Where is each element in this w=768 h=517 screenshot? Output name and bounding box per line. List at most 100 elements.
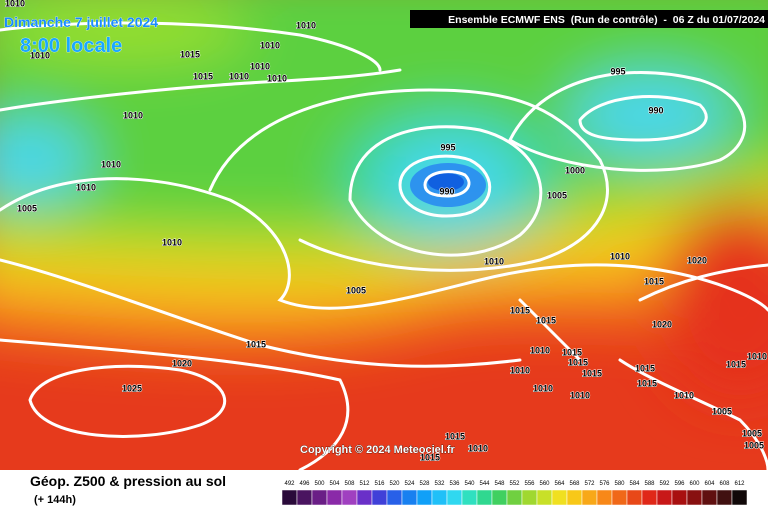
scale-label: 584	[629, 481, 640, 487]
isobar-label: 1010	[530, 345, 550, 355]
scale-swatch	[326, 489, 343, 506]
scale-swatch	[581, 489, 598, 506]
isobar-label: 1015	[536, 315, 556, 325]
scale-swatch	[656, 489, 673, 506]
isobar-label: 1015	[180, 49, 200, 59]
isobar-label: 1005	[742, 428, 762, 438]
scale-swatch	[341, 489, 358, 506]
isobar-label: 1010	[533, 383, 553, 393]
scale-label: 572	[584, 481, 595, 487]
scale-swatch	[566, 489, 583, 506]
isobar-label: 1005	[346, 285, 366, 295]
isobar-label: 995	[440, 142, 455, 152]
isobar-label: 1015	[445, 431, 465, 441]
scale-label: 520	[389, 481, 400, 487]
copyright: Copyright © 2024 Meteociel.fr	[300, 444, 456, 456]
scale-swatch	[701, 489, 718, 506]
scale-label: 592	[659, 481, 670, 487]
isobar-label: 1025	[122, 383, 142, 393]
isobar-label: 990	[439, 186, 454, 196]
scale-swatch	[296, 489, 313, 506]
scale-label: 580	[614, 481, 625, 487]
isobar-label: 1020	[652, 319, 672, 329]
scale-label: 496	[299, 481, 310, 487]
scale-label: 512	[359, 481, 370, 487]
scale-swatch	[506, 489, 523, 506]
isobar-label: 990	[648, 105, 663, 115]
scale-swatch	[536, 489, 553, 506]
isobar-label: 1015	[635, 363, 655, 373]
scale-swatch	[521, 489, 538, 506]
isobar-label: 1015	[637, 378, 657, 388]
scale-label: 492	[284, 481, 295, 487]
isobar-label: 1015	[562, 347, 582, 357]
isobar-label: 1015	[246, 339, 266, 349]
scale-swatch	[446, 489, 463, 506]
scale-swatch	[491, 489, 508, 506]
isobar-label: 1010	[510, 365, 530, 375]
isobar-label: 1015	[568, 357, 588, 367]
scale-swatch	[311, 489, 328, 506]
scale-swatch	[386, 489, 403, 506]
isobar-label: 1015	[420, 452, 440, 462]
isobar-label: 1015	[510, 305, 530, 315]
scale-label: 548	[494, 481, 505, 487]
scale-label: 596	[674, 481, 685, 487]
scale-label: 568	[569, 481, 580, 487]
isobar-label: 1020	[687, 255, 707, 265]
scale-label: 576	[599, 481, 610, 487]
scale-label: 560	[539, 481, 550, 487]
scale-label: 500	[314, 481, 325, 487]
scale-label: 516	[374, 481, 385, 487]
isobar-label: 1015	[582, 368, 602, 378]
isobar-label: 1000	[565, 165, 585, 175]
scale-label: 544	[479, 481, 490, 487]
scale-label: 540	[464, 481, 475, 487]
scale-swatch	[416, 489, 433, 506]
isobar-label: 1005	[744, 440, 764, 450]
isobar-label: 1010	[250, 61, 270, 71]
scale-swatch	[461, 489, 478, 506]
scale-label: 552	[509, 481, 520, 487]
isobar-label: 1020	[172, 358, 192, 368]
color-scale: 492 496 500 504 508 512 516 520 524 528 532 536 540 5…	[281, 481, 748, 506]
scale-label: 536	[449, 481, 460, 487]
scale-swatch	[611, 489, 628, 506]
isobar-label: 1010	[5, 0, 25, 8]
scale-label: 612	[734, 481, 745, 487]
isobar-label: 1010	[260, 40, 280, 50]
isobar-label: 1005	[547, 190, 567, 200]
isobar-label: 995	[610, 66, 625, 76]
isobar-label: 1010	[296, 20, 316, 30]
scale-label: 556	[524, 481, 535, 487]
scale-swatch	[551, 489, 568, 506]
scale-label: 564	[554, 481, 565, 487]
isobar-label: 1010	[468, 443, 488, 453]
scale-swatch	[731, 489, 748, 506]
scale-label: 528	[419, 481, 430, 487]
isobar-label: 1010	[610, 251, 630, 261]
isobar-label: 1005	[17, 203, 37, 213]
scale-swatch	[596, 489, 613, 506]
isobar-label: 1010	[123, 110, 143, 120]
isobar-label: 1010	[484, 256, 504, 266]
scale-swatch	[371, 489, 388, 506]
isobar-label: 1010	[162, 237, 182, 247]
footer-title: Géop. Z500 & pression au sol	[30, 473, 226, 489]
scale-swatch	[356, 489, 373, 506]
scale-label: 524	[404, 481, 415, 487]
date: Dimanche 7 juillet 2024	[4, 14, 158, 30]
isobar-label: 1010	[267, 73, 287, 83]
isobar-label: 1015	[644, 276, 664, 286]
isobar-label: 1010	[229, 71, 249, 81]
time: 8:00 locale	[20, 35, 122, 57]
scale-label: 532	[434, 481, 445, 487]
scale-swatch	[626, 489, 643, 506]
scale-swatch	[281, 489, 298, 506]
scale-swatch	[641, 489, 658, 506]
isobar-label: 1015	[726, 359, 746, 369]
scale-swatch	[716, 489, 733, 506]
model-box	[410, 10, 768, 28]
